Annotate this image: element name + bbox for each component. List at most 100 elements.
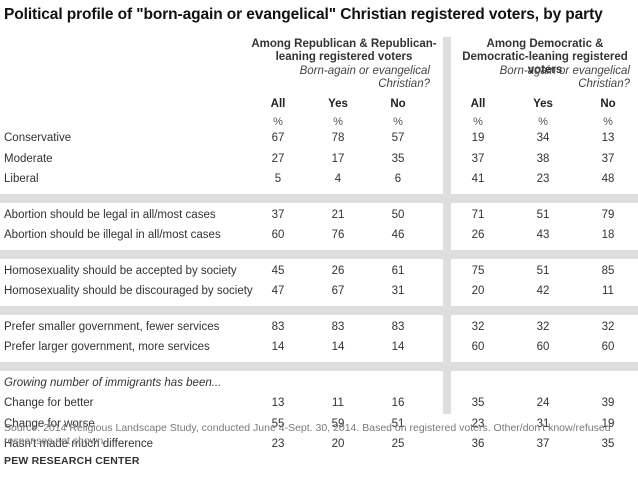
- column-header: Yes: [533, 98, 553, 110]
- table-cell: 55: [271, 417, 285, 430]
- table-cell: 41: [471, 173, 485, 185]
- row-label: Hasn't made much difference: [4, 438, 154, 450]
- table-cell: 18: [601, 229, 615, 241]
- table-cell: 14: [391, 341, 405, 353]
- table-cell: 35: [471, 397, 485, 409]
- row-label: Abortion should be illegal in all/most c…: [4, 229, 221, 241]
- table-row: Abortion should be legal in all/most cas…: [0, 206, 638, 226]
- table-row: Moderate 27 17 35 37 38 37: [0, 150, 638, 170]
- column-header: Yes: [328, 98, 348, 110]
- table-cell: 17: [331, 152, 345, 165]
- table-cell: 23: [536, 173, 550, 185]
- table-cell: 45: [271, 264, 285, 277]
- table-cell: 34: [536, 132, 550, 144]
- table-cell: 46: [391, 229, 405, 241]
- table-cell: 27: [271, 152, 285, 165]
- republican-born-again-subhead: Born-again or evangelical Christian?: [299, 65, 430, 90]
- section-separator: [0, 249, 638, 259]
- percent-unit: %: [473, 116, 483, 128]
- section-heading: Growing number of immigrants has been...: [4, 376, 222, 389]
- table-cell: 60: [601, 341, 615, 353]
- table-cell: 37: [536, 438, 550, 450]
- table-cell: 36: [471, 438, 485, 450]
- table-cell: 31: [536, 417, 550, 430]
- table-cell: 38: [536, 152, 550, 165]
- table-cell: 61: [391, 264, 405, 277]
- table-cell: 19: [471, 132, 485, 144]
- table-cell: 85: [601, 264, 615, 277]
- table-cell: 5: [274, 173, 282, 185]
- table-cell: 79: [601, 208, 615, 221]
- table-cell: 51: [391, 417, 405, 430]
- table-row: Abortion should be illegal in all/most c…: [0, 226, 638, 246]
- table-row: Homosexuality should be discouraged by s…: [0, 282, 638, 302]
- republican-group-heading: Among Republican & Republican-leaning re…: [251, 38, 437, 63]
- table-cell: 71: [471, 208, 485, 221]
- table-cell: 31: [391, 285, 405, 297]
- row-label: Change for better: [4, 397, 94, 409]
- table-row: Prefer larger government, more services 1…: [0, 338, 638, 358]
- table-cell: 21: [331, 208, 345, 221]
- table-cell: 32: [601, 320, 615, 333]
- table-cell: 11: [602, 285, 614, 297]
- table-cell: 35: [391, 152, 405, 165]
- group-divider: [443, 37, 451, 414]
- table-cell: 57: [391, 132, 405, 144]
- percent-unit: %: [333, 116, 343, 128]
- table-cell: 20: [471, 285, 485, 297]
- column-header: No: [390, 98, 406, 110]
- table-cell: 20: [331, 438, 345, 450]
- table-cell: 11: [332, 397, 344, 409]
- pew-credit: PEW RESEARCH CENTER: [4, 455, 140, 467]
- table-cell: 19: [601, 417, 615, 430]
- row-label: Moderate: [4, 152, 53, 165]
- table-cell: 23: [271, 438, 285, 450]
- table-cell: 25: [391, 438, 405, 450]
- source-note: Source: 2014 Religious Landscape Study, …: [4, 422, 611, 447]
- table-row: Change for better 13 11 16 35 24 39: [0, 394, 638, 414]
- table-cell: 50: [391, 208, 405, 221]
- table-cell: 37: [271, 208, 285, 221]
- table-cell: 47: [271, 285, 285, 297]
- table-cell: 60: [536, 341, 550, 353]
- table-cell: 13: [601, 132, 615, 144]
- table-cell: 78: [331, 132, 345, 144]
- table-cell: 26: [331, 264, 345, 277]
- table-row: Change for worse 55 59 51 23 31 19: [0, 415, 638, 435]
- table-cell: 59: [331, 417, 345, 430]
- table-row: Homosexuality should be accepted by soci…: [0, 262, 638, 282]
- table-cell: 43: [536, 229, 550, 241]
- column-header: All: [470, 98, 486, 110]
- percent-unit: %: [393, 116, 403, 128]
- column-header: All: [270, 98, 286, 110]
- table-cell: 14: [331, 341, 345, 353]
- table-cell: 60: [271, 229, 285, 241]
- table-cell: 37: [601, 152, 615, 165]
- table-cell: 48: [601, 173, 615, 185]
- table-cell: 14: [271, 341, 285, 353]
- table-cell: 35: [601, 438, 615, 450]
- table-cell: 51: [536, 208, 550, 221]
- table-cell: 42: [536, 285, 550, 297]
- row-label: Change for worse: [4, 417, 95, 430]
- table-cell: 83: [391, 320, 405, 333]
- table-cell: 51: [536, 264, 550, 277]
- section-separator: [0, 193, 638, 203]
- table-cell: 83: [271, 320, 285, 333]
- row-label: Prefer larger government, more services: [4, 341, 210, 353]
- table-row: Conservative 67 78 57 19 34 13: [0, 129, 638, 149]
- democratic-born-again-subhead: Born-again or evangelical Christian?: [499, 65, 630, 90]
- table-row: Liberal 5 4 6 41 23 48: [0, 170, 638, 190]
- table-cell: 13: [271, 397, 285, 409]
- row-label: Abortion should be legal in all/most cas…: [4, 208, 216, 221]
- row-label: Homosexuality should be accepted by soci…: [4, 264, 237, 277]
- table-cell: 16: [391, 397, 405, 409]
- table-row: Prefer smaller government, fewer service…: [0, 318, 638, 338]
- column-header: No: [600, 98, 616, 110]
- percent-unit: %: [273, 116, 283, 128]
- table-cell: 67: [271, 132, 285, 144]
- table-cell: 67: [331, 285, 345, 297]
- row-label: Homosexuality should be discouraged by s…: [4, 285, 253, 297]
- percent-unit: %: [538, 116, 548, 128]
- table-cell: 24: [536, 397, 550, 409]
